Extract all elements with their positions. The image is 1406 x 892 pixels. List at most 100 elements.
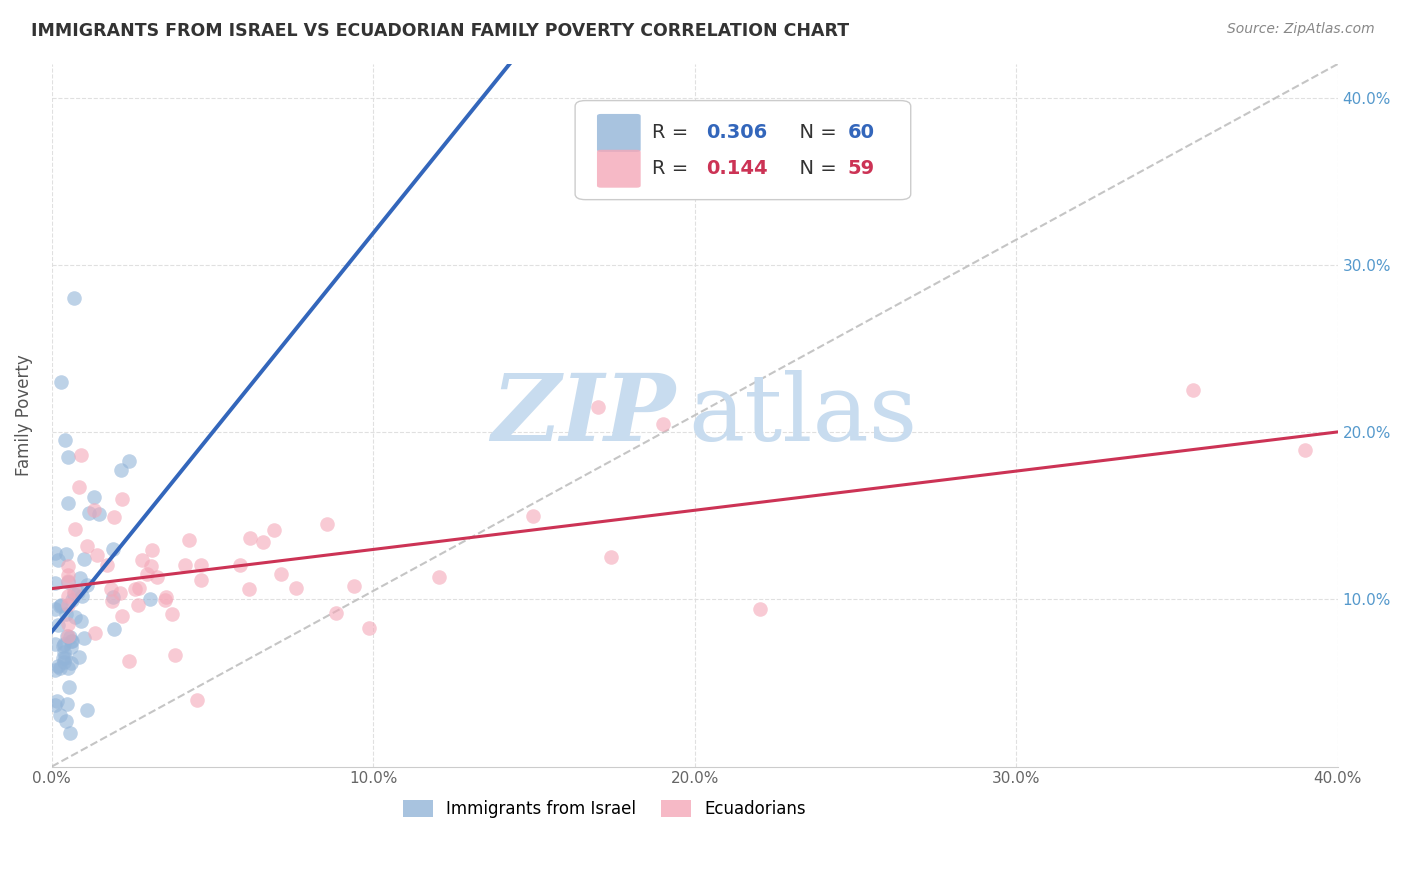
- FancyBboxPatch shape: [598, 114, 641, 152]
- Text: 60: 60: [848, 123, 875, 143]
- Point: [179, 533, 201, 547]
- Point: [239, 531, 262, 545]
- Point: [155, 590, 177, 604]
- Point: [270, 566, 292, 581]
- Point: [52, 639, 75, 653]
- Text: R =: R =: [652, 123, 695, 143]
- Point: [87, 507, 110, 521]
- Point: [52, 637, 75, 651]
- Point: [66, 584, 89, 599]
- Point: [263, 523, 285, 537]
- Point: [1181, 383, 1204, 397]
- Point: [252, 535, 274, 549]
- Point: [83, 503, 105, 517]
- Point: [56, 589, 79, 603]
- Point: [51, 598, 73, 612]
- Point: [141, 558, 163, 573]
- FancyBboxPatch shape: [575, 101, 911, 200]
- Point: [46, 618, 69, 632]
- Point: [118, 454, 141, 468]
- Point: [1295, 442, 1317, 457]
- Point: [46, 659, 69, 673]
- Point: [67, 650, 90, 665]
- Text: N =: N =: [787, 160, 844, 178]
- Point: [55, 651, 77, 665]
- Point: [49, 599, 72, 614]
- Point: [49, 708, 72, 723]
- Y-axis label: Family Poverty: Family Poverty: [15, 354, 32, 476]
- Point: [65, 610, 87, 624]
- Point: [141, 543, 163, 558]
- Point: [522, 508, 544, 523]
- Point: [44, 602, 66, 616]
- Point: [190, 558, 212, 573]
- Point: [76, 578, 98, 592]
- Point: [343, 579, 366, 593]
- Text: atlas: atlas: [689, 370, 918, 460]
- Point: [83, 625, 105, 640]
- Point: [70, 614, 93, 628]
- Point: [131, 553, 153, 567]
- Point: [59, 657, 82, 671]
- Point: [52, 651, 75, 665]
- Point: [60, 633, 83, 648]
- Point: [101, 593, 124, 607]
- Point: [190, 574, 212, 588]
- FancyBboxPatch shape: [598, 150, 641, 187]
- Point: [55, 547, 77, 561]
- Point: [651, 417, 673, 431]
- Point: [55, 607, 77, 622]
- Text: 59: 59: [848, 160, 875, 178]
- Point: [139, 591, 162, 606]
- Point: [101, 590, 124, 604]
- Point: [63, 291, 86, 305]
- Point: [110, 463, 132, 477]
- Point: [58, 661, 80, 675]
- Point: [153, 592, 176, 607]
- Text: 0.306: 0.306: [706, 123, 768, 143]
- Text: R =: R =: [652, 160, 695, 178]
- Text: IMMIGRANTS FROM ISRAEL VS ECUADORIAN FAMILY POVERTY CORRELATION CHART: IMMIGRANTS FROM ISRAEL VS ECUADORIAN FAM…: [31, 22, 849, 40]
- Point: [146, 570, 169, 584]
- Point: [103, 510, 125, 524]
- Point: [359, 621, 381, 635]
- Point: [110, 586, 132, 600]
- Point: [749, 602, 772, 616]
- Point: [44, 546, 66, 560]
- Point: [56, 617, 79, 632]
- Point: [238, 582, 260, 597]
- Point: [56, 629, 79, 643]
- Point: [59, 640, 82, 654]
- Point: [56, 558, 79, 573]
- Point: [127, 598, 149, 612]
- Point: [111, 609, 134, 624]
- Point: [59, 634, 82, 648]
- Point: [48, 553, 70, 567]
- Point: [59, 631, 82, 645]
- Point: [600, 549, 623, 564]
- Point: [44, 637, 66, 651]
- Point: [128, 581, 150, 595]
- Point: [52, 645, 75, 659]
- Point: [118, 654, 141, 668]
- Point: [62, 587, 84, 601]
- Point: [72, 632, 94, 646]
- Point: [44, 698, 66, 713]
- Point: [56, 567, 79, 582]
- Point: [56, 495, 79, 509]
- Point: [51, 375, 73, 389]
- Point: [49, 661, 72, 675]
- Point: [73, 552, 96, 566]
- Point: [56, 698, 79, 712]
- Text: 0.144: 0.144: [706, 160, 768, 178]
- Point: [79, 507, 101, 521]
- Point: [124, 582, 146, 596]
- Text: Source: ZipAtlas.com: Source: ZipAtlas.com: [1227, 22, 1375, 37]
- Point: [72, 589, 94, 603]
- Point: [586, 400, 609, 414]
- Point: [67, 480, 90, 494]
- Point: [96, 558, 118, 573]
- Point: [56, 598, 79, 612]
- Point: [284, 582, 307, 596]
- Point: [53, 656, 76, 670]
